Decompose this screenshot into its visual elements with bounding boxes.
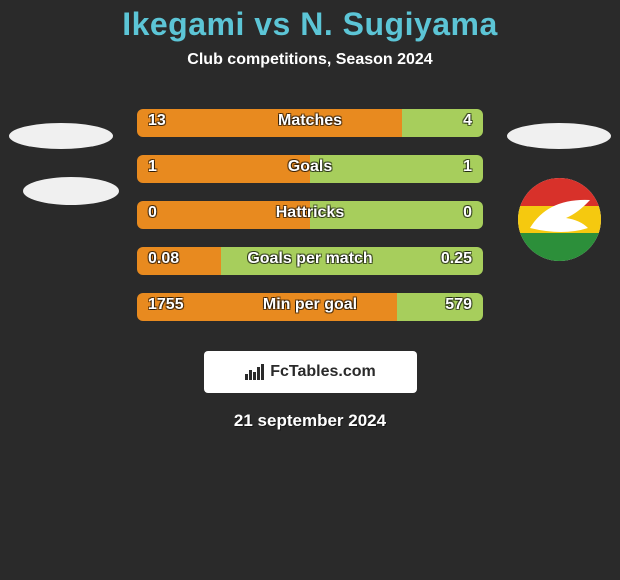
page-title: Ikegami vs N. Sugiyama — [0, 6, 620, 43]
stat-row: 0.080.25Goals per match — [0, 247, 620, 293]
page-subtitle: Club competitions, Season 2024 — [0, 51, 620, 69]
bar-chart-icon — [244, 362, 266, 382]
comparison-widget: Ikegami vs N. Sugiyama Club competitions… — [0, 0, 620, 431]
stat-row: 134Matches — [0, 109, 620, 155]
stats-bars: 134Matches11Goals00Hattricks0.080.25Goal… — [0, 109, 620, 339]
stat-row: 1755579Min per goal — [0, 293, 620, 339]
stat-row: 11Goals — [0, 155, 620, 201]
stat-label: Matches — [137, 112, 483, 130]
stat-label: Hattricks — [137, 204, 483, 222]
date-text: 21 september 2024 — [0, 411, 620, 431]
brand-text: FcTables.com — [270, 363, 376, 381]
stat-label: Goals — [137, 158, 483, 176]
stat-label: Min per goal — [137, 296, 483, 314]
stat-row: 00Hattricks — [0, 201, 620, 247]
brand-box[interactable]: FcTables.com — [204, 351, 417, 393]
stat-label: Goals per match — [137, 250, 483, 268]
